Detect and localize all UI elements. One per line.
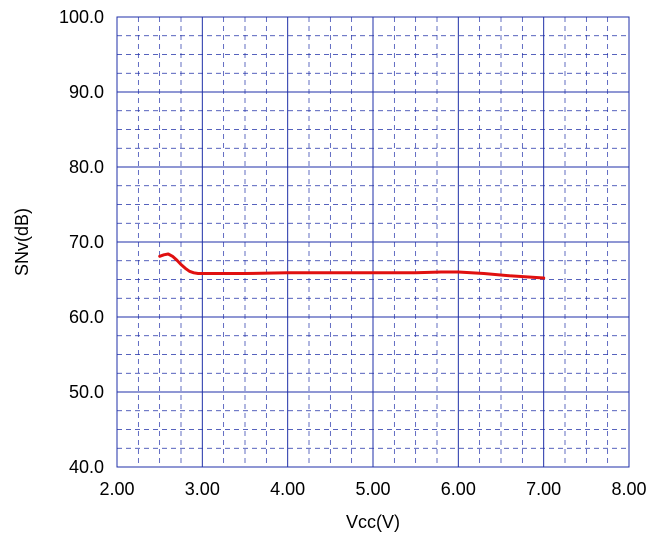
x-tick-label: 5.00 bbox=[355, 479, 390, 499]
x-axis-title: Vcc(V) bbox=[346, 512, 400, 532]
major-grid bbox=[117, 17, 629, 467]
plot-frame bbox=[116, 16, 630, 468]
y-axis-title: SNv(dB) bbox=[12, 208, 32, 276]
y-tick-label: 90.0 bbox=[69, 82, 104, 102]
x-tick-label: 4.00 bbox=[270, 479, 305, 499]
y-tick-label: 40.0 bbox=[69, 457, 104, 477]
x-tick-label: 7.00 bbox=[526, 479, 561, 499]
y-tick-label: 70.0 bbox=[69, 232, 104, 252]
x-tick-label: 6.00 bbox=[441, 479, 476, 499]
x-tick-labels: 2.00 3.00 4.00 5.00 6.00 7.00 8.00 bbox=[99, 479, 646, 499]
x-tick-label: 3.00 bbox=[185, 479, 220, 499]
series-layer bbox=[158, 252, 546, 280]
y-tick-label: 80.0 bbox=[69, 157, 104, 177]
x-tick-label: 2.00 bbox=[99, 479, 134, 499]
y-tick-label: 60.0 bbox=[69, 307, 104, 327]
y-tick-label: 100.0 bbox=[59, 7, 104, 27]
x-tick-label: 8.00 bbox=[611, 479, 646, 499]
y-tick-label: 50.0 bbox=[69, 382, 104, 402]
y-tick-labels: 40.0 50.0 60.0 70.0 80.0 90.0 100.0 bbox=[59, 7, 104, 477]
series-line-0 bbox=[158, 252, 546, 280]
